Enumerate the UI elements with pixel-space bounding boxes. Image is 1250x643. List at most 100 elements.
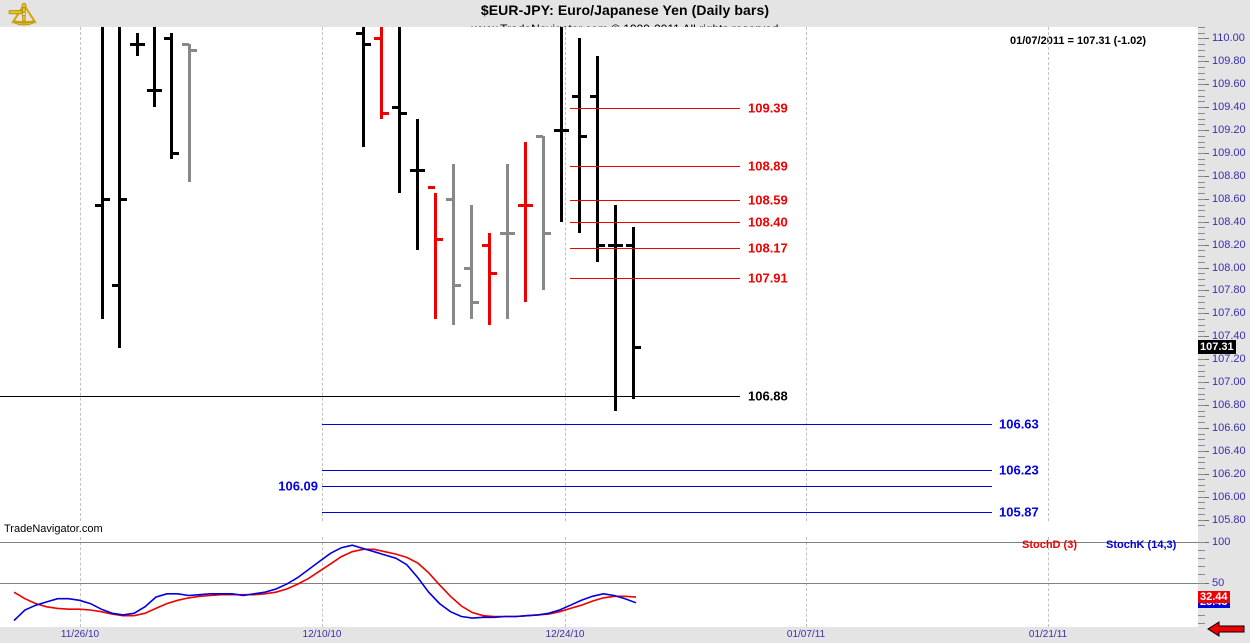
axis-price-label: 107.60 xyxy=(1212,307,1246,320)
ohlc-close-tick xyxy=(544,232,551,236)
price-level-line[interactable] xyxy=(322,486,992,488)
price-level-label[interactable]: 106.09 xyxy=(278,478,318,494)
ohlc-bar xyxy=(524,141,527,302)
price-level-line[interactable] xyxy=(322,511,992,513)
price-level-line[interactable] xyxy=(570,277,740,279)
axis-minor-tick xyxy=(1198,158,1205,160)
axis-minor-tick xyxy=(1198,508,1205,510)
axis-minor-tick xyxy=(1198,118,1205,120)
ohlc-close-tick xyxy=(364,43,371,47)
axis-minor-tick xyxy=(1198,450,1205,452)
axis-minor-tick xyxy=(1198,566,1205,568)
ohlc-close-tick xyxy=(508,232,515,236)
axis-price-label: 108.40 xyxy=(1212,215,1246,228)
axis-minor-tick xyxy=(1198,558,1205,560)
ohlc-open-tick xyxy=(95,203,102,207)
arrow-left-icon[interactable] xyxy=(1206,620,1246,638)
ohlc-open-tick xyxy=(374,37,381,41)
grid-line-vertical xyxy=(1048,27,1049,531)
ohlc-close-tick xyxy=(436,237,443,241)
grid-line-vertical xyxy=(322,537,323,627)
axis-minor-tick xyxy=(1198,410,1205,412)
price-level-line[interactable] xyxy=(570,248,740,250)
ohlc-close-tick xyxy=(454,283,461,287)
axis-minor-tick xyxy=(1198,542,1205,543)
price-level-label[interactable]: 108.59 xyxy=(748,192,788,208)
legend-stoch-d[interactable]: StochD (3) xyxy=(1022,539,1077,551)
grid-line-vertical xyxy=(806,27,807,531)
axis-minor-tick xyxy=(1198,101,1205,103)
ohlc-close-tick xyxy=(562,129,569,133)
price-axis[interactable]: 110.00 109.80 109.60 109.40 109.20 109.00 108.… xyxy=(1198,27,1250,627)
price-level-label[interactable]: 108.17 xyxy=(748,240,788,256)
price-level-line[interactable] xyxy=(570,165,740,167)
date-axis-label: 01/07/11 xyxy=(786,629,826,640)
axis-minor-tick xyxy=(1198,405,1205,406)
ohlc-open-tick xyxy=(518,203,525,207)
price-level-line[interactable] xyxy=(570,199,740,201)
axis-minor-tick xyxy=(1198,233,1205,235)
axis-minor-tick xyxy=(1198,496,1205,498)
price-level-line[interactable] xyxy=(322,470,992,472)
date-axis[interactable]: 11/26/10 12/10/10 12/24/10 01/07/11 01/21/11 xyxy=(0,627,1198,643)
ohlc-close-tick xyxy=(400,111,407,115)
ohlc-bar xyxy=(614,204,617,411)
axis-minor-tick xyxy=(1198,574,1205,576)
price-level-label[interactable]: 106.63 xyxy=(999,416,1039,432)
axis-minor-tick xyxy=(1198,336,1205,338)
pane-divider xyxy=(0,521,1198,537)
axis-minor-tick xyxy=(1198,49,1205,51)
price-level-line[interactable] xyxy=(570,221,740,223)
axis-minor-tick xyxy=(1198,387,1205,389)
price-level-line[interactable] xyxy=(570,108,740,110)
axis-minor-tick xyxy=(1198,502,1205,504)
axis-minor-tick xyxy=(1198,141,1205,143)
axis-minor-tick xyxy=(1198,519,1205,521)
axis-minor-tick xyxy=(1198,301,1205,303)
ohlc-close-tick xyxy=(490,272,497,276)
axis-minor-tick xyxy=(1198,198,1205,200)
price-chart-pane[interactable]: 01/07/2011 = 107.31 (-1.02) 109.39 108.89… xyxy=(0,27,1198,531)
axis-minor-tick xyxy=(1198,32,1205,34)
ohlc-bar xyxy=(470,204,473,320)
grid-line-vertical xyxy=(806,537,807,627)
price-level-line[interactable] xyxy=(0,395,740,397)
axis-minor-tick xyxy=(1198,256,1205,258)
axis-minor-tick xyxy=(1198,124,1205,126)
price-level-label[interactable]: 105.87 xyxy=(999,504,1039,520)
ohlc-bar xyxy=(136,32,139,56)
ohlc-close-tick xyxy=(138,43,145,47)
grid-line-vertical xyxy=(80,27,81,531)
axis-price-label: 108.00 xyxy=(1212,261,1246,274)
axis-minor-tick xyxy=(1198,130,1205,132)
axis-price-label: 109.80 xyxy=(1212,55,1246,68)
axis-minor-tick xyxy=(1198,393,1205,395)
axis-minor-tick xyxy=(1198,399,1205,401)
chart-header: $EUR-JPY: Euro/Japanese Yen (Daily bars)… xyxy=(0,0,1250,36)
date-axis-label: 11/26/10 xyxy=(60,629,100,640)
stochastic-pane[interactable] xyxy=(0,537,1198,627)
ohlc-open-tick xyxy=(626,243,633,247)
axis-price-label: 108.20 xyxy=(1212,238,1246,251)
ohlc-bar xyxy=(578,38,581,234)
ohlc-open-tick xyxy=(410,169,417,173)
axis-minor-tick xyxy=(1198,67,1205,69)
ohlc-open-tick xyxy=(464,266,471,270)
ohlc-bar xyxy=(153,27,156,108)
axis-minor-tick xyxy=(1198,244,1205,246)
ohlc-bar xyxy=(118,27,121,348)
price-level-label[interactable]: 108.89 xyxy=(748,158,788,174)
axis-minor-tick xyxy=(1198,623,1205,624)
axis-price-label: 106.40 xyxy=(1212,444,1246,457)
price-level-label[interactable]: 108.40 xyxy=(748,214,788,230)
price-level-label[interactable]: 109.39 xyxy=(748,100,788,116)
axis-minor-tick xyxy=(1198,273,1205,275)
price-level-label[interactable]: 106.23 xyxy=(999,462,1039,478)
price-level-label[interactable]: 107.91 xyxy=(748,270,788,286)
price-level-label[interactable]: 106.88 xyxy=(748,388,788,404)
price-level-line[interactable] xyxy=(322,424,992,426)
ohlc-bar xyxy=(101,27,104,320)
grid-line-vertical xyxy=(322,27,323,531)
legend-stoch-k[interactable]: StochK (14,3) xyxy=(1106,539,1177,551)
watermark-label: TradeNavigator.com xyxy=(4,523,103,535)
